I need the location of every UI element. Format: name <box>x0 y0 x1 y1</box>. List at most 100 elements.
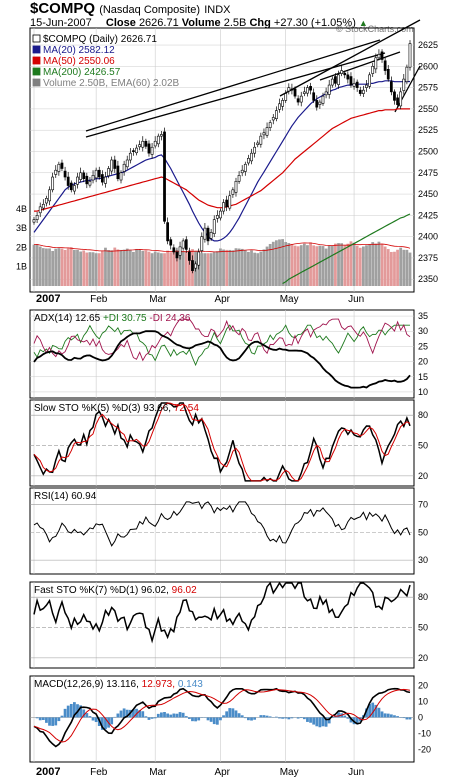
candle-body <box>169 239 173 246</box>
candle-body <box>299 95 303 103</box>
candle-body <box>100 174 104 183</box>
volume-bar <box>184 251 188 286</box>
macd-histogram-bar <box>209 717 213 722</box>
candle-body <box>150 146 154 155</box>
slow-sto-tick-label: 20 <box>418 471 428 481</box>
volume-bar <box>113 247 117 286</box>
volume-bar <box>296 246 300 286</box>
volume-bar <box>128 249 132 286</box>
volume-bar <box>352 242 356 286</box>
macd-histogram-bar <box>250 717 253 721</box>
macd-histogram-bar <box>262 715 266 718</box>
adx-title: ADX(14) 12.65 +DI 30.75 -DI 24.36 <box>34 313 191 324</box>
macd-histogram-bar <box>402 717 406 719</box>
volume-bar <box>32 244 36 286</box>
trendline <box>85 39 381 132</box>
price-tick-label: 2500 <box>418 146 438 156</box>
candle-body <box>365 84 368 88</box>
rsi-tick-label: 30 <box>418 555 428 565</box>
macd-histogram-bar <box>312 717 316 725</box>
symbol-title: $COMPQ (Nasdaq Composite) INDX <box>30 0 231 17</box>
macd-histogram-bar <box>94 717 98 723</box>
macd-histogram-bar <box>355 717 359 725</box>
volume-bar <box>374 243 378 286</box>
candle-body <box>212 219 216 234</box>
candle-body <box>327 84 331 95</box>
volume-bar <box>281 239 284 286</box>
volume-bar <box>153 251 157 286</box>
volume-bar <box>178 251 182 286</box>
volume-bar <box>48 248 51 286</box>
macd-histogram-bar <box>212 717 216 725</box>
macd-histogram-bar <box>278 717 281 719</box>
volume-bar <box>358 247 362 286</box>
candle-body <box>383 60 387 71</box>
exchange: INDX <box>204 4 231 16</box>
candle-body <box>215 215 219 219</box>
volume-bar <box>334 243 337 286</box>
candle-body <box>135 147 138 154</box>
bottom-x-label: Mar <box>149 767 167 778</box>
candle-body <box>346 74 350 80</box>
candle-body <box>243 163 247 172</box>
volume-bar <box>389 251 393 286</box>
candle-body <box>206 227 210 242</box>
volume-bar <box>209 253 213 286</box>
macd-histogram-bar <box>48 717 51 726</box>
volume-bar <box>355 245 359 286</box>
volume-bar <box>309 242 312 286</box>
price-tick-label: 2425 <box>418 210 438 220</box>
candle-body <box>156 135 160 145</box>
candle-body <box>132 150 135 152</box>
macd-histogram-bar <box>178 712 182 718</box>
volume-bar <box>100 250 104 286</box>
volume-bar <box>219 248 222 286</box>
volume-bar <box>69 247 73 286</box>
volume-bar <box>247 251 250 286</box>
candle-body <box>234 180 238 193</box>
volume-bar <box>215 251 219 286</box>
candle-body <box>172 247 176 253</box>
rsi-tick-label: 70 <box>418 500 428 510</box>
volume-bar <box>206 253 210 286</box>
volume-bar <box>135 248 138 286</box>
price-tick-label: 2625 <box>418 40 438 50</box>
candle-body <box>265 127 269 136</box>
volume-bar <box>79 251 82 286</box>
volume-bar <box>160 253 163 286</box>
macd-histogram-bar <box>51 717 55 726</box>
candle-body <box>203 227 207 240</box>
volume-bar <box>94 253 98 286</box>
macd-histogram-bar <box>259 715 263 718</box>
candle-body <box>380 51 384 60</box>
volume-bar <box>362 246 365 286</box>
macd-histogram-bar <box>172 713 176 718</box>
candle-body <box>253 146 257 154</box>
macd-histogram-bar <box>228 708 232 718</box>
candle-body <box>231 189 235 195</box>
macd-histogram-bar <box>321 717 325 727</box>
trendline <box>394 65 421 113</box>
macd-histogram-bar <box>66 705 70 718</box>
quote-date: 15-Jun-2007 <box>30 17 92 29</box>
plus-di-line <box>33 324 410 367</box>
volume-bar <box>365 245 368 286</box>
volume-bar <box>60 248 64 286</box>
fast-sto-tick-label: 50 <box>418 623 428 633</box>
volume-bar <box>225 249 229 286</box>
volume-bar <box>330 245 334 286</box>
candle-body <box>368 74 371 87</box>
candle-body <box>38 206 42 214</box>
close-value: 2626.71 <box>138 17 179 29</box>
volume-bar <box>181 251 185 286</box>
price-tick-label: 2525 <box>418 125 438 135</box>
macd-histogram-bar <box>346 717 350 719</box>
bottom-x-label: May <box>280 767 299 778</box>
candle-body <box>94 169 98 179</box>
price-tick-label: 2400 <box>418 232 438 242</box>
quote-line: 15-Jun-2007 Close 2626.71 Volume 2.5B Ch… <box>30 17 368 29</box>
candle-body <box>79 172 82 180</box>
candle-body <box>268 122 272 128</box>
volume-bar <box>228 249 232 286</box>
price-tick-label: 2450 <box>418 189 438 199</box>
